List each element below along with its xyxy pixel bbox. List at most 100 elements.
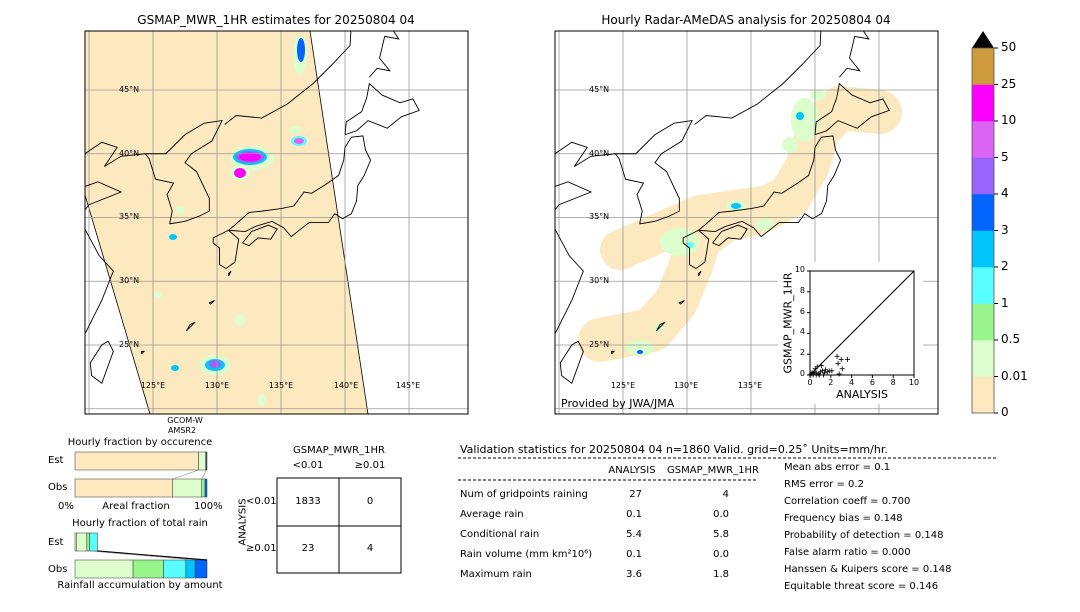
bar-segment: [132, 559, 164, 579]
stats-gsmap-value: 5.8: [713, 529, 729, 540]
lat-label: 25°N: [589, 340, 610, 349]
scatter-point: [835, 361, 841, 367]
occurrence-bars: [74, 451, 208, 498]
coastline-segment: [224, 31, 352, 125]
scatter-point: [815, 371, 821, 377]
scatter-plot: [807, 270, 915, 378]
contingency-col-label: ≥0.01: [354, 460, 386, 471]
graticule: [85, 31, 468, 414]
y-tick-label: 8: [799, 285, 805, 295]
stats-title: Validation statistics for 20250804 04 n=…: [460, 443, 888, 456]
colorbar-segment: [972, 48, 994, 85]
data-credit: Provided by JWA/JMA: [561, 397, 675, 410]
contingency-row-label: ≥0.01: [246, 543, 277, 554]
y-tick-label: 4: [799, 327, 805, 337]
coastline-segment: [144, 120, 223, 225]
coastline-segment: [698, 270, 702, 277]
stats-gsmap-value: 1.8: [713, 569, 729, 580]
contingency-col-label: <0.01: [292, 460, 324, 471]
scatter-point: [822, 370, 828, 376]
stats-score: Correlation coeff = 0.700: [784, 496, 911, 507]
coastline-segment: [611, 350, 616, 355]
rain-field: [626, 90, 826, 356]
lat-label: 25°N: [119, 340, 140, 349]
right-map-frame: [554, 30, 939, 415]
coastline-segment: [344, 82, 420, 136]
lon-label: 125°E: [140, 381, 166, 390]
left-map: [85, 31, 468, 414]
colorbar-tick-label: 50: [1001, 40, 1017, 54]
coastline-segment: [682, 229, 710, 270]
scatter-point: [811, 369, 817, 375]
colorbar-tick-label: 4: [1001, 186, 1009, 200]
colorbar-tick-label: 3: [1001, 222, 1009, 237]
y-tick-label: 10: [794, 265, 805, 274]
row-label-obs: Obs: [48, 482, 68, 493]
sensor-label: AMSR2: [167, 426, 197, 435]
lat-label: 30°N: [119, 276, 140, 285]
stats-analysis-value: 0.1: [626, 549, 642, 560]
axis-left-label: 0%: [58, 501, 74, 512]
coastline-segment: [814, 82, 890, 136]
contingency-cell: 0: [366, 496, 374, 507]
lat-label: 45°N: [119, 85, 140, 94]
left-map-frame: [84, 30, 469, 415]
stats-row-label: Average rain: [460, 509, 524, 520]
scatter-point: [818, 363, 824, 369]
bar-segment: [74, 451, 199, 471]
lat-label: 35°N: [589, 212, 610, 221]
lat-label: 45°N: [589, 85, 610, 94]
stats-row-label: Conditional rain: [460, 529, 540, 540]
axis-label: Rainfall accumulation by amount: [57, 580, 223, 591]
scatter-point: [814, 364, 820, 370]
scatter-point: [817, 369, 823, 375]
coastline-segment: [85, 181, 123, 335]
scatter-axes: [809, 270, 915, 376]
bar-segment: [198, 451, 206, 471]
colorbar-segment: [972, 376, 994, 414]
x-tick-label: 0: [807, 378, 813, 387]
bar-segment: [185, 559, 196, 579]
coastline-segment: [212, 229, 240, 270]
y-tick-label: 2: [799, 348, 805, 358]
colorbar: [972, 47, 998, 414]
colorbar-segment: [972, 230, 994, 268]
colorbar-segment: [972, 157, 994, 195]
coastline-segment: [678, 299, 685, 305]
one-to-one-line: [809, 270, 915, 376]
bar-segment: [74, 559, 134, 579]
colorbar-tick-label: 2: [1001, 259, 1009, 273]
bar-segment: [204, 478, 208, 498]
scatter-point: [836, 371, 842, 377]
coastline-segment: [655, 321, 666, 332]
contingency-col-title: GSMAP_MWR_1HR: [293, 445, 385, 456]
colorbar-segment: [972, 84, 994, 122]
left-map-title: GSMAP_MWR_1HR estimates for 20250804 04: [137, 13, 415, 27]
coastline-segment: [185, 321, 196, 332]
bar-segment: [74, 478, 173, 498]
axis-right-label: 100%: [194, 501, 223, 512]
colorbar-segment: [972, 303, 994, 341]
coastline-segment: [555, 181, 593, 335]
bar-segment: [76, 532, 88, 552]
lon-label: 135°E: [737, 381, 763, 390]
bar-segment: [172, 478, 202, 498]
scatter-ylabel: GSMAP_MWR_1HR: [781, 272, 795, 374]
stats-row-label: Num of gridpoints raining: [460, 489, 588, 500]
right-map-title: Hourly Radar-AMeDAS analysis for 2025080…: [601, 13, 891, 27]
scatter-point: [812, 366, 818, 372]
rain-field: [154, 35, 307, 406]
contingency-cell: 1833: [295, 496, 321, 507]
stats-analysis-value: 27: [629, 489, 642, 500]
stats-analysis-value: 5.4: [626, 529, 642, 540]
coastline-segment: [242, 224, 278, 247]
lat-label: 40°N: [589, 149, 610, 158]
coastline-segment: [559, 340, 584, 384]
contingency-cell: 23: [301, 543, 315, 554]
colorbar-tick-label: 0.01: [1001, 368, 1028, 383]
lon-label: 130°E: [673, 381, 699, 390]
contingency-row-label: <0.01: [246, 496, 277, 507]
stats-gsmap-value: 0.0: [713, 509, 729, 520]
scatter-point: [821, 372, 827, 378]
bar-segment: [89, 532, 98, 552]
